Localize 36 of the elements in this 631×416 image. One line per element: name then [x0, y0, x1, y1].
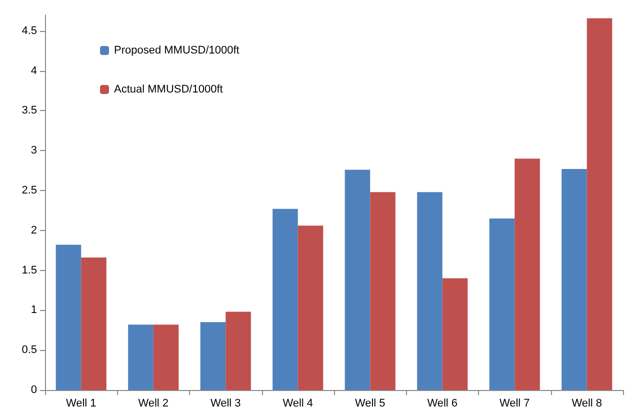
- legend-label: Proposed MMUSD/1000ft: [114, 44, 240, 56]
- y-tick-label: 0.5: [22, 344, 37, 356]
- bar: [417, 192, 442, 390]
- y-tick-label: 4.5: [22, 24, 37, 37]
- legend-label: Actual MMUSD/1000ft: [114, 84, 223, 96]
- x-tick-label: Well 4: [282, 398, 314, 410]
- y-tick-label: 4: [30, 64, 37, 77]
- bar: [81, 258, 106, 390]
- y-tick-label: 3.5: [22, 104, 37, 117]
- x-tick-label: Well 3: [210, 398, 241, 410]
- bar: [344, 170, 370, 390]
- x-tick-label: Well 6: [427, 398, 458, 410]
- x-tick-label: Well 8: [572, 398, 602, 410]
- x-tick-label: Well 2: [138, 398, 169, 410]
- bar: [200, 322, 226, 390]
- y-tick-label: 0: [30, 384, 37, 396]
- x-tick-label: Well 7: [499, 398, 530, 410]
- y-tick-label: 1: [30, 304, 37, 316]
- bar: [370, 192, 396, 390]
- x-tick-label: Well 1: [66, 398, 96, 410]
- bar: [586, 18, 612, 390]
- bar: [153, 324, 179, 390]
- bar: [56, 244, 82, 390]
- bar: [514, 158, 540, 390]
- bar: [128, 324, 154, 390]
- bar: [489, 218, 515, 390]
- bar: [298, 226, 324, 390]
- bar: [442, 278, 468, 390]
- y-tick-label: 3: [30, 144, 37, 157]
- y-tick-label: 2.5: [22, 184, 37, 197]
- x-tick-label: Well 5: [354, 398, 386, 410]
- bar: [272, 208, 298, 390]
- y-tick-label: 2: [30, 224, 37, 236]
- bar: [562, 168, 587, 390]
- y-tick-label: 1.5: [22, 264, 37, 276]
- bar: [226, 312, 251, 390]
